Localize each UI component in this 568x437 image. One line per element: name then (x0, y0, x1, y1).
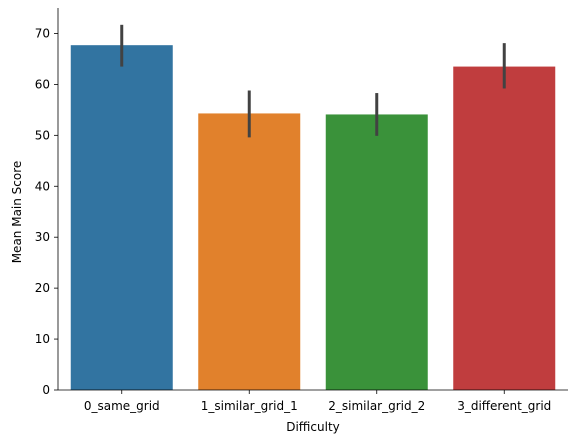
x-tick-label: 3_different_grid (457, 399, 551, 413)
y-tick-label: 40 (35, 179, 50, 193)
y-tick-label: 0 (42, 383, 50, 397)
y-tick-label: 30 (35, 230, 50, 244)
x-tick-label: 0_same_grid (84, 399, 160, 413)
x-axis-label: Difficulty (286, 420, 340, 434)
bars-layer (70, 45, 556, 390)
bar-2_similar_grid_2 (325, 114, 428, 390)
y-tick-label: 20 (35, 281, 50, 295)
x-tick-label: 2_similar_grid_2 (328, 399, 425, 413)
y-axis-label: Mean Main Score (10, 161, 24, 264)
y-tick-label: 10 (35, 332, 50, 346)
y-tick-label: 70 (35, 26, 50, 40)
error-bars-layer (120, 24, 506, 138)
axes-layer: 0_same_grid 1_similar_grid_1 2_similar_gri… (35, 8, 568, 413)
x-tick-label: 1_similar_grid_1 (201, 399, 298, 413)
y-tick-label: 50 (35, 128, 50, 142)
bar-0_same_grid (70, 45, 173, 390)
bar-3_different_grid (453, 66, 556, 390)
y-tick-label: 60 (35, 77, 50, 91)
bar-1_similar_grid_1 (198, 113, 301, 390)
